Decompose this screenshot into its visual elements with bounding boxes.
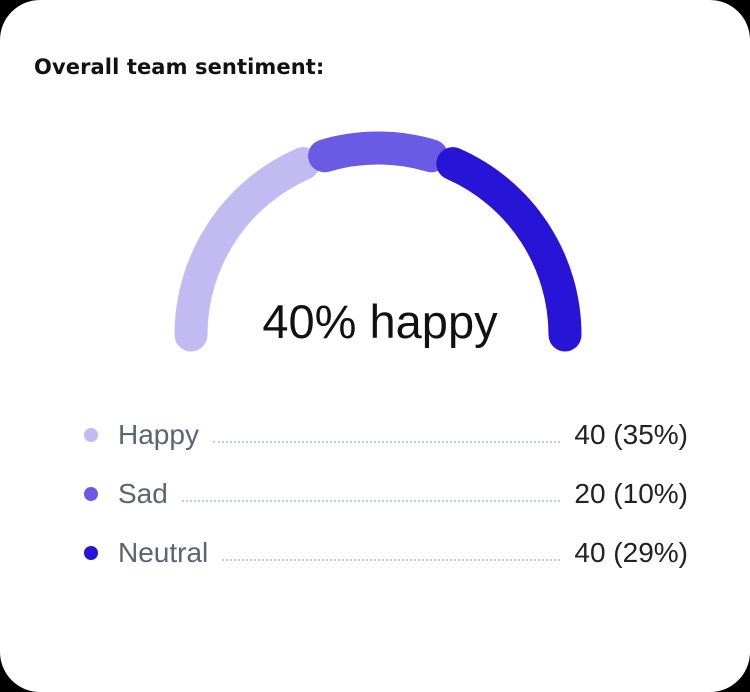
legend-value-happy: 40 (35%) [574, 418, 688, 450]
legend-value-neutral: 40 (29%) [574, 536, 688, 568]
card-title: Overall team sentiment: [34, 55, 325, 79]
legend-label-neutral: Neutral [118, 536, 209, 568]
legend-item-happy: Happy 40 (35%) [84, 405, 688, 464]
dotted-leader [212, 440, 561, 443]
legend-item-sad: Sad 20 (10%) [84, 464, 688, 523]
gauge-segment-sad [308, 131, 448, 173]
dotted-leader [222, 558, 561, 561]
legend: Happy 40 (35%) Sad 20 (10%) Neutral 40 (… [84, 405, 688, 582]
legend-dot-happy [84, 427, 98, 442]
legend-dot-neutral [84, 545, 98, 560]
legend-label-sad: Sad [118, 477, 168, 509]
gauge-center-label: 40% happy [262, 295, 498, 348]
gauge-segment-happy [174, 147, 320, 352]
legend-dot-sad [84, 486, 98, 501]
sentiment-gauge [174, 131, 582, 352]
dotted-leader [181, 499, 561, 502]
legend-value-sad: 20 (10%) [574, 477, 688, 509]
legend-label-happy: Happy [118, 418, 199, 450]
legend-item-neutral: Neutral 40 (29%) [84, 523, 688, 582]
gauge-segment-neutral [436, 147, 582, 352]
